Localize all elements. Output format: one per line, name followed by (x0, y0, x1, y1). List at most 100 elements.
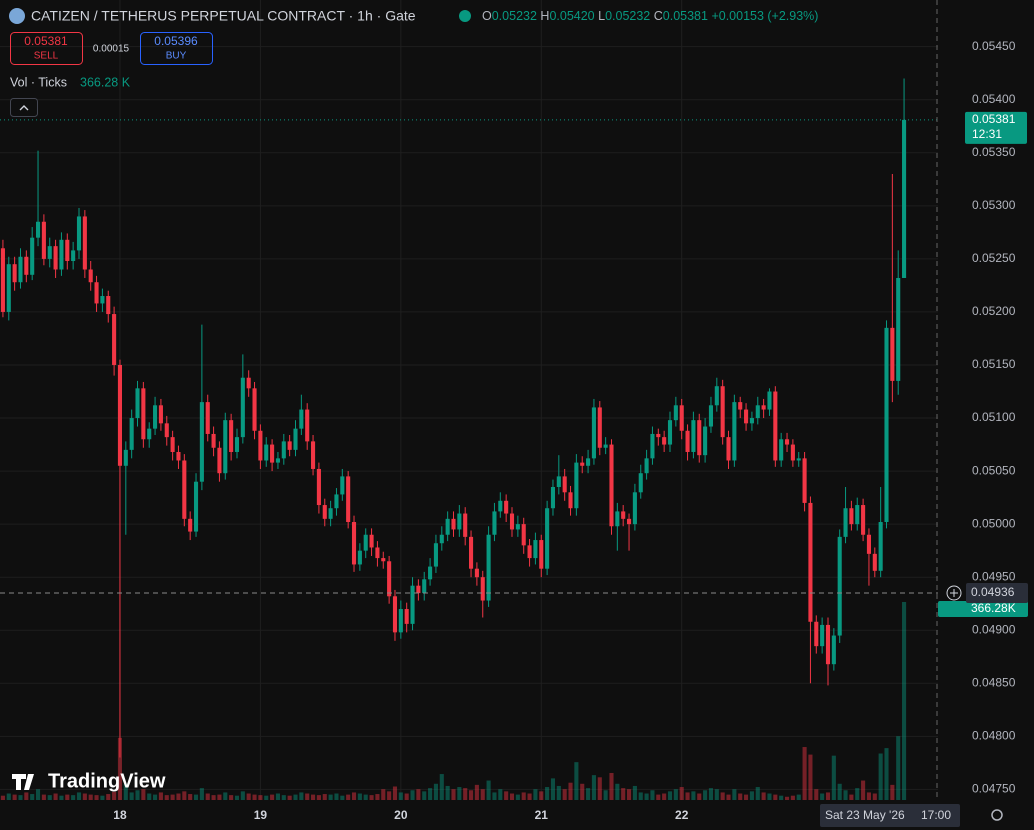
volume-bar (47, 795, 52, 800)
candle-body (679, 405, 684, 431)
candle-body (322, 505, 327, 519)
volume-bar (416, 789, 421, 800)
volume-bar (591, 775, 596, 800)
candle-body (217, 447, 222, 474)
candle-body (509, 513, 515, 530)
candle-body (445, 518, 450, 535)
volume-bar (685, 792, 690, 800)
indicator-value: 366.28 K (80, 75, 131, 89)
sell-button[interactable] (10, 32, 83, 65)
open-value: 0.05232 (492, 9, 537, 23)
volume-bar (831, 755, 836, 800)
volume-bar (316, 795, 321, 800)
candle-body (252, 388, 257, 431)
candle-body (703, 426, 708, 456)
volume-bar (94, 795, 99, 800)
candle-body (71, 250, 76, 262)
volume-bar (527, 793, 532, 800)
candle-body (621, 511, 626, 519)
volume-bar (714, 789, 719, 800)
volume-bar (820, 793, 825, 800)
volume-bar (410, 790, 415, 800)
candle-body (708, 405, 714, 427)
volume-label-box (938, 601, 1028, 617)
y-tick-label: 0.05100 (972, 410, 1016, 424)
candle-body (451, 518, 456, 530)
candle-body (609, 444, 614, 527)
indicator-name: Vol · Ticks (10, 75, 67, 89)
candle-body (299, 409, 304, 429)
buy-button[interactable] (140, 32, 213, 65)
x-tick-label: 18 (113, 808, 127, 822)
volume-bar (744, 794, 749, 800)
x-tick-label: 20 (394, 808, 408, 822)
y-tick-label: 0.05050 (972, 463, 1016, 477)
candle-body (410, 585, 415, 624)
candle-body (287, 441, 292, 450)
volume-bar (697, 793, 702, 800)
volume-bar (129, 792, 134, 800)
volume-bar (135, 790, 140, 800)
candle-body (726, 437, 731, 461)
volume-bar (474, 784, 479, 800)
volume-bar (825, 792, 831, 800)
volume-bar (562, 789, 567, 800)
y-tick-label: 0.05450 (972, 39, 1016, 53)
volume-bar (580, 783, 585, 800)
settings-icon[interactable] (991, 809, 1003, 821)
sell-price: 0.05381 (24, 34, 68, 48)
candle-body (580, 462, 585, 466)
volume-bar (188, 794, 193, 800)
volume-bar (597, 777, 602, 800)
volume-bar (773, 794, 778, 800)
volume-bar (586, 788, 591, 800)
last-price-label: 0.05381 (972, 112, 1016, 126)
crosshair-time: 17:00 (921, 808, 951, 822)
candle-body (796, 458, 801, 461)
logo-icon (12, 774, 34, 790)
candle-body (422, 579, 427, 594)
volume-layer (0, 602, 907, 800)
candle-body (691, 420, 696, 452)
candle-body (902, 119, 907, 278)
y-tick-label: 0.04750 (972, 782, 1016, 796)
volume-bar (433, 783, 438, 800)
crosshair-time-box (820, 804, 960, 827)
crosshair-add-button[interactable] (946, 585, 962, 601)
volume-bar (784, 796, 790, 800)
candle-body (264, 444, 269, 461)
volume-bar (234, 795, 240, 800)
volume-bar (568, 782, 573, 800)
volume-bar (305, 793, 310, 800)
volume-bar (123, 783, 128, 800)
volume-bar (498, 789, 503, 800)
x-tick-label: 21 (535, 808, 549, 822)
volume-bar (293, 794, 298, 800)
candle-body (644, 458, 649, 474)
last-price-box (965, 111, 1027, 144)
volume-bar (761, 792, 766, 800)
sell-label: SELL (34, 51, 59, 62)
volume-bar (626, 789, 632, 800)
candle-body (515, 524, 520, 530)
volume-bar (223, 792, 228, 800)
volume-bar (387, 791, 392, 800)
candle-body (357, 550, 362, 565)
volume-bar (808, 754, 813, 800)
y-tick-label: 0.05250 (972, 251, 1016, 265)
volume-bar (240, 791, 245, 800)
volume-bar (504, 791, 509, 800)
collapse-button[interactable] (10, 98, 38, 117)
volume-bar (691, 791, 696, 800)
y-tick-label: 0.04900 (972, 622, 1016, 636)
candle-body (463, 513, 468, 537)
candle-body (656, 433, 661, 438)
candle-body (275, 458, 280, 463)
ohlc-legend: O0.05232 H0.05420 L0.05232 C0.05381 +0.0… (482, 9, 818, 23)
candle-body (550, 487, 556, 509)
candle-body (153, 405, 158, 429)
candle-body (305, 409, 310, 442)
candle-body (229, 420, 234, 452)
candle-body (784, 439, 790, 445)
volume-bar (545, 787, 550, 800)
